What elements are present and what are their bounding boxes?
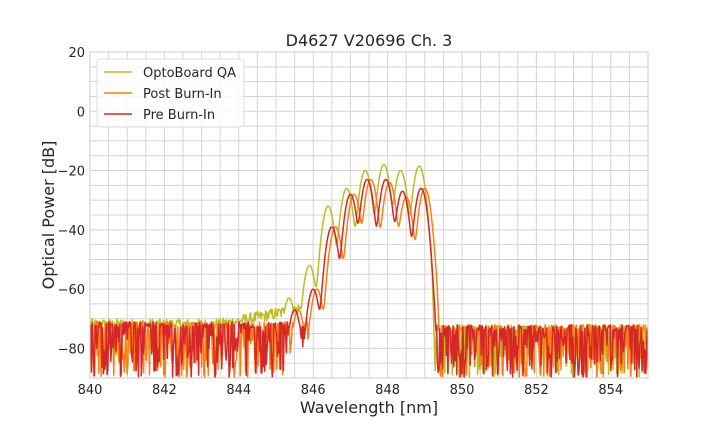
x-axis-label: Wavelength [nm] bbox=[300, 398, 438, 417]
y-tick-labels: 20 0 −20 −40 −60 −80 bbox=[58, 46, 85, 357]
x-tick-label: 848 bbox=[375, 383, 400, 398]
x-tick-label: 842 bbox=[152, 383, 177, 398]
legend-label: Pre Burn-In bbox=[143, 108, 215, 123]
legend-label: Post Burn-In bbox=[143, 87, 222, 102]
series-line-pre-burn-in bbox=[90, 178, 648, 378]
x-tick-label: 846 bbox=[301, 383, 326, 398]
x-tick-labels: 840 842 844 846 848 850 852 854 bbox=[78, 383, 624, 398]
y-tick-label: −40 bbox=[58, 224, 85, 239]
chart-title: D4627 V20696 Ch. 3 bbox=[286, 31, 453, 50]
y-tick-label: −20 bbox=[58, 165, 85, 180]
legend-box bbox=[96, 58, 245, 128]
x-tick-label: 854 bbox=[598, 383, 623, 398]
legend-label: OptoBoard QA bbox=[143, 66, 236, 81]
traces bbox=[90, 163, 648, 378]
y-tick-label: −80 bbox=[58, 342, 85, 357]
y-tick-label: 0 bbox=[77, 105, 85, 120]
y-axis-label: Optical Power [dB] bbox=[39, 141, 58, 290]
plot-frame bbox=[89, 51, 649, 379]
x-tick-label: 840 bbox=[78, 383, 103, 398]
x-tick-label: 850 bbox=[450, 383, 475, 398]
y-tick-label: −60 bbox=[58, 283, 85, 298]
y-tick-label: 20 bbox=[68, 46, 85, 61]
x-tick-label: 852 bbox=[524, 383, 549, 398]
x-tick-label: 844 bbox=[226, 383, 251, 398]
legend: OptoBoard QA Post Burn-In Pre Burn-In bbox=[96, 58, 245, 128]
